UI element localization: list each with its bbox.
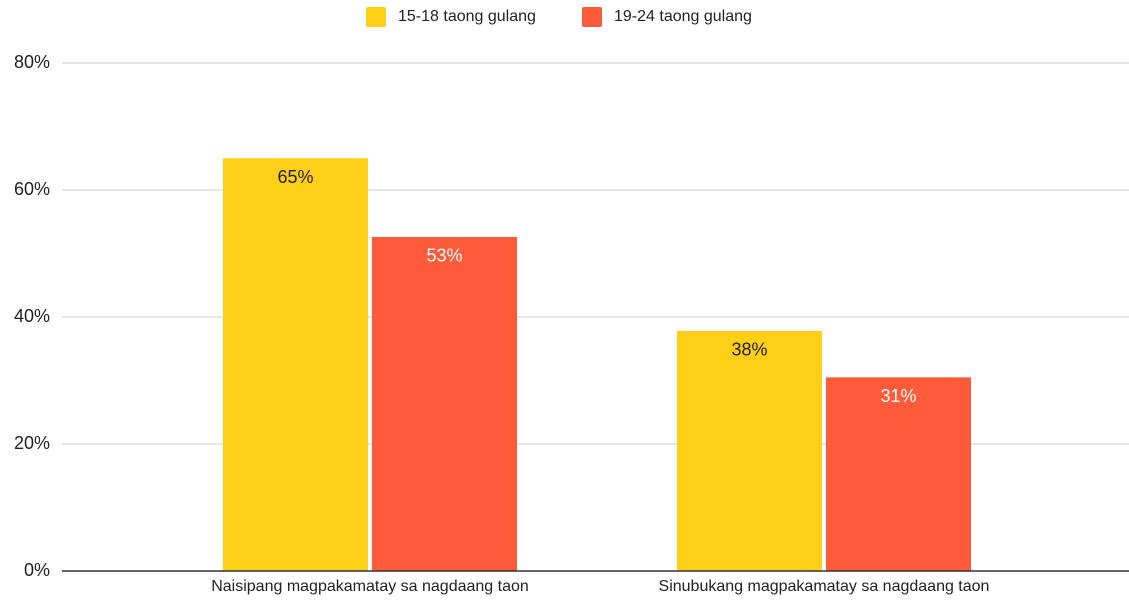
legend-swatch <box>582 7 602 27</box>
x-tick-label: Sinubukang magpakamatay sa nagdaang taon <box>659 578 990 595</box>
legend-label: 15-18 taong gulang <box>398 8 536 25</box>
y-tick-label: 20% <box>14 433 50 453</box>
x-tick-label: Naisipang magpakamatay sa nagdaang taon <box>211 578 529 595</box>
y-tick-label: 80% <box>14 52 50 72</box>
bar <box>223 158 368 571</box>
data-label: 38% <box>731 340 767 360</box>
y-tick-label: 0% <box>24 560 50 580</box>
data-label: 53% <box>426 246 462 266</box>
y-tick-label: 60% <box>14 179 50 199</box>
data-label: 31% <box>880 386 916 406</box>
legend-swatch <box>366 7 386 27</box>
legend-label: 19-24 taong gulang <box>614 8 752 25</box>
bar <box>677 330 822 571</box>
bar <box>826 377 971 571</box>
bar <box>372 236 517 572</box>
y-tick-label: 40% <box>14 306 50 326</box>
data-label: 65% <box>277 167 313 187</box>
